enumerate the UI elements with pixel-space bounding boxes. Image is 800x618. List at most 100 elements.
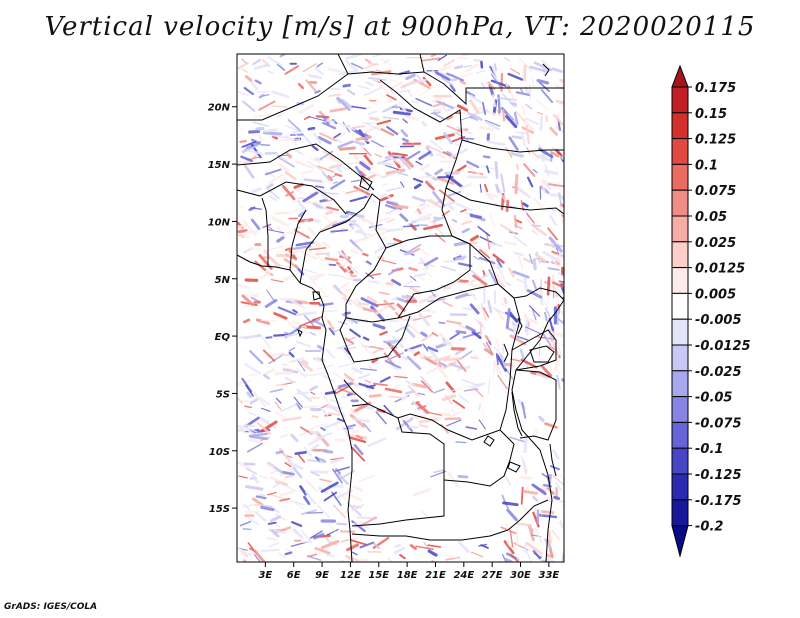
- field-streak: [469, 94, 482, 104]
- border-congo: [339, 315, 411, 363]
- field-streak: [510, 68, 521, 75]
- field-streak: [276, 113, 284, 119]
- field-streak: [263, 128, 278, 133]
- field-streak: [551, 529, 560, 540]
- field-streak: [519, 348, 526, 361]
- field-streak: [534, 528, 543, 544]
- field-streak: [402, 224, 420, 228]
- field-streak: [509, 334, 527, 346]
- field-streak: [362, 422, 372, 433]
- field-streak: [515, 529, 519, 548]
- field-streak: [496, 354, 508, 372]
- field-streak: [462, 331, 482, 339]
- y-tick-label: 10S: [209, 447, 230, 458]
- field-streak: [559, 78, 564, 84]
- field-streak: [492, 253, 505, 264]
- field-streak: [511, 323, 522, 328]
- field-streak: [503, 297, 508, 305]
- field-streak: [261, 319, 279, 322]
- field-streak: [292, 244, 312, 251]
- field-streak: [554, 303, 564, 317]
- field-streak: [541, 59, 548, 66]
- field-streak: [469, 234, 479, 242]
- field-streak: [473, 58, 483, 63]
- border-tanzania: [515, 369, 557, 441]
- field-streak: [489, 211, 496, 229]
- field-streak: [340, 346, 357, 350]
- field-streak: [540, 485, 550, 492]
- field-streak: [369, 116, 380, 121]
- field-streak: [337, 250, 349, 260]
- field-streak: [432, 112, 445, 120]
- field-streak: [269, 195, 277, 202]
- field-streak: [346, 543, 359, 552]
- field-streak: [239, 520, 252, 527]
- field-streak: [237, 90, 249, 96]
- field-streak: [523, 277, 528, 292]
- field-streak: [323, 215, 333, 225]
- field-streak: [357, 215, 366, 223]
- field-streak: [404, 150, 421, 161]
- field-streak: [422, 343, 429, 352]
- field-streak: [313, 356, 322, 363]
- field-streak: [273, 312, 288, 320]
- field-streak: [249, 247, 261, 251]
- border-moz: [507, 499, 549, 531]
- field-streak: [327, 412, 340, 416]
- field-streak: [338, 362, 355, 368]
- field-streak: [508, 311, 519, 323]
- colorbar-swatch: [671, 447, 689, 475]
- field-streak: [283, 136, 301, 142]
- field-streak: [434, 232, 446, 243]
- field-streak: [446, 419, 462, 427]
- field-streak: [284, 65, 299, 75]
- field-streak: [344, 268, 353, 276]
- field-streak: [321, 310, 338, 313]
- field-streak: [347, 297, 363, 310]
- field-streak: [511, 135, 523, 140]
- field-streak: [271, 90, 290, 99]
- field-streak: [455, 164, 467, 173]
- field-streak: [311, 145, 319, 152]
- field-streak: [528, 253, 533, 265]
- field-streak: [297, 82, 304, 90]
- field-streak: [285, 191, 294, 197]
- field-streak: [514, 173, 519, 195]
- field-streak: [367, 62, 379, 66]
- field-streak: [472, 354, 480, 359]
- field-streak: [327, 522, 336, 532]
- field-streak: [392, 110, 411, 116]
- field-streak: [505, 199, 510, 213]
- colorbar-label: -0.0125: [695, 339, 751, 354]
- field-streak: [309, 530, 323, 539]
- colorbar-label: -0.025: [695, 365, 742, 380]
- field-streak: [272, 482, 281, 489]
- lake-albert: [517, 317, 523, 335]
- field-streak: [249, 434, 269, 441]
- field-streak: [545, 115, 549, 122]
- field-streak: [296, 367, 307, 379]
- field-streak: [334, 173, 343, 177]
- field-streak: [475, 318, 486, 330]
- field-streak: [457, 540, 470, 553]
- field-streak: [328, 93, 342, 97]
- y-tick-label: 10N: [208, 217, 231, 228]
- field-streak: [342, 83, 351, 88]
- field-streak: [561, 214, 564, 218]
- field-streak: [303, 446, 312, 457]
- field-streak: [252, 121, 270, 127]
- field-streak: [358, 382, 375, 390]
- field-streak: [483, 348, 493, 356]
- field-streak: [307, 459, 327, 464]
- field-streak: [334, 489, 354, 500]
- field-streak: [549, 256, 560, 268]
- field-streak: [426, 198, 442, 208]
- field-streak: [531, 76, 535, 88]
- field-streak: [514, 185, 532, 199]
- x-tick-label: 15E: [368, 570, 389, 581]
- field-streak: [386, 195, 392, 199]
- field-streak: [284, 171, 297, 181]
- field-streak: [412, 177, 424, 183]
- field-streak: [241, 294, 255, 306]
- field-streak: [287, 119, 301, 132]
